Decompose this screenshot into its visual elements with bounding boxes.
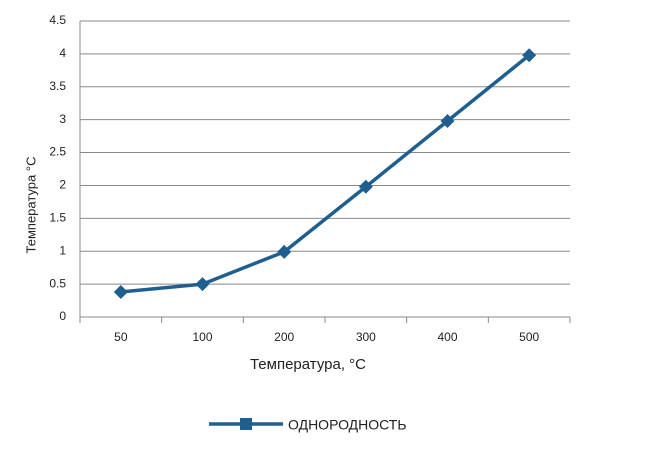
y-tick-label: 3 [59, 112, 66, 126]
y-tick-label: 1.5 [49, 211, 66, 225]
x-axis-label: Температура, °C [250, 356, 366, 373]
x-tick-label: 50 [114, 330, 128, 344]
data-point [358, 179, 373, 194]
x-tick-label: 500 [519, 330, 539, 344]
y-tick-label: 0.5 [49, 276, 66, 290]
x-tick-label: 300 [356, 330, 376, 344]
series-line [120, 53, 531, 294]
y-tick-label: 4 [59, 46, 66, 60]
data-point [277, 244, 292, 259]
y-tick-label: 0 [59, 309, 66, 323]
x-tick-label: 200 [274, 330, 294, 344]
data-point [440, 113, 455, 128]
x-tick-label: 400 [437, 330, 457, 344]
data-point [195, 277, 210, 292]
y-tick-label: 2.5 [49, 145, 66, 159]
y-tick-label: 4.5 [49, 13, 66, 27]
y-axis-label: Температура °C [23, 157, 38, 254]
x-tick-label: 100 [192, 330, 212, 344]
legend-label: ОДНОРОДНОСТЬ [288, 417, 407, 433]
data-point [522, 48, 537, 63]
y-tick-label: 2 [59, 178, 66, 192]
legend-marker [240, 418, 252, 430]
y-tick-label: 3.5 [49, 79, 66, 93]
data-point [113, 285, 128, 300]
y-tick-label: 1 [59, 243, 66, 257]
